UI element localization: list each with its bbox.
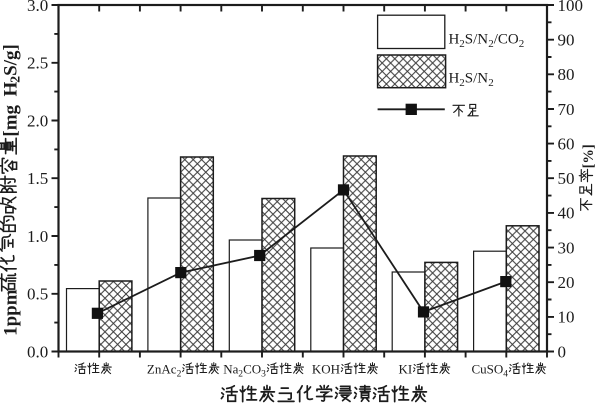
svg-text:0.5: 0.5 <box>27 285 48 304</box>
svg-text:2: 2 <box>519 38 525 50</box>
svg-text:S/g]: S/g] <box>1 44 22 76</box>
svg-text:4: 4 <box>503 370 508 380</box>
svg-text:S/N: S/N <box>465 71 489 87</box>
svg-text:[%]: [%] <box>581 144 597 168</box>
svg-text:40: 40 <box>558 204 575 223</box>
svg-text:80: 80 <box>558 65 575 84</box>
svg-text:2.5: 2.5 <box>27 54 48 73</box>
svg-text:CuSO: CuSO <box>472 362 504 377</box>
svg-text:S/N: S/N <box>465 32 489 48</box>
svg-text:ZnAc: ZnAc <box>147 362 177 377</box>
svg-text:100: 100 <box>558 0 584 15</box>
svg-text:2.0: 2.0 <box>27 111 48 130</box>
svg-text:2: 2 <box>238 370 243 380</box>
svg-text:90: 90 <box>558 31 575 50</box>
svg-text:50: 50 <box>558 169 575 188</box>
svg-text:[mg: [mg <box>1 104 22 136</box>
svg-text:20: 20 <box>558 273 575 292</box>
svg-text:2: 2 <box>9 76 24 83</box>
svg-text:60: 60 <box>558 134 575 153</box>
svg-text:2: 2 <box>459 38 465 50</box>
svg-text:1.0: 1.0 <box>27 227 48 246</box>
svg-text:3.0: 3.0 <box>27 0 48 15</box>
svg-text:2: 2 <box>177 370 182 380</box>
svg-text:/CO: /CO <box>494 32 519 48</box>
svg-text:70: 70 <box>558 100 575 119</box>
svg-text:2: 2 <box>488 77 494 89</box>
svg-text:1.5: 1.5 <box>27 169 48 188</box>
svg-text:2: 2 <box>488 38 494 50</box>
svg-text:KOH: KOH <box>312 362 340 377</box>
svg-text:10: 10 <box>558 308 575 327</box>
svg-text:3: 3 <box>261 370 266 380</box>
svg-text:1ppm: 1ppm <box>1 289 22 336</box>
svg-text:H: H <box>1 82 22 97</box>
svg-text:KI: KI <box>399 362 413 377</box>
svg-text:Na: Na <box>223 362 238 377</box>
svg-text:0: 0 <box>558 342 567 361</box>
svg-text:CO: CO <box>243 362 261 377</box>
svg-text:30: 30 <box>558 238 575 257</box>
svg-text:2: 2 <box>459 77 465 89</box>
svg-text:0.0: 0.0 <box>27 342 48 361</box>
svg-text:H: H <box>449 32 460 48</box>
svg-text:H: H <box>449 71 460 87</box>
